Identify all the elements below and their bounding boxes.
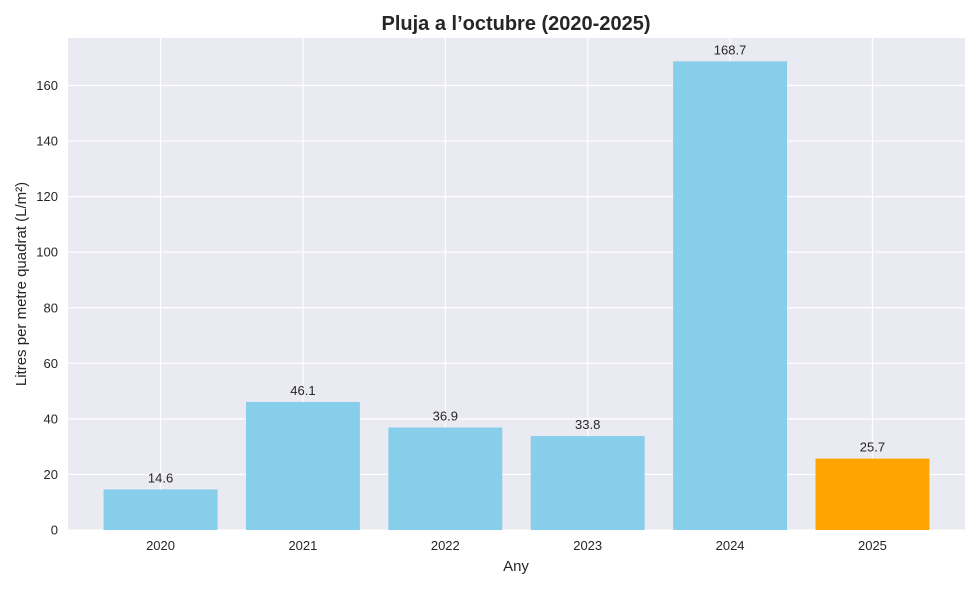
bar-2022: [388, 427, 503, 530]
x-tick-label: 2022: [431, 538, 460, 553]
data-label: 36.9: [433, 408, 458, 423]
y-tick-label: 0: [51, 523, 58, 538]
x-tick-label: 2023: [573, 538, 602, 553]
y-tick-label: 120: [36, 189, 58, 204]
y-tick-label: 20: [44, 467, 58, 482]
bar-2020: [103, 489, 218, 530]
x-tick-label: 2025: [858, 538, 887, 553]
y-tick-label: 40: [44, 411, 58, 426]
data-label: 46.1: [290, 383, 315, 398]
data-label: 168.7: [714, 42, 747, 57]
plot-area: [68, 38, 965, 530]
data-label: 33.8: [575, 417, 600, 432]
y-tick-label: 140: [36, 134, 58, 149]
x-tick-label: 2020: [146, 538, 175, 553]
data-label: 14.6: [148, 470, 173, 485]
bar-2021: [245, 401, 360, 530]
bar-2023: [530, 436, 645, 530]
y-tick-label: 80: [44, 300, 58, 315]
data-label: 25.7: [860, 440, 885, 455]
x-axis-label: Any: [503, 558, 529, 575]
chart-title: Pluja a l’octubre (2020-2025): [381, 13, 650, 35]
y-axis-label: Litres per metre quadrat (L/m²): [13, 182, 30, 386]
bar-2024: [673, 61, 788, 530]
bar-2025: [815, 458, 930, 530]
y-tick-label: 160: [36, 78, 58, 93]
y-tick-label: 100: [36, 245, 58, 260]
x-tick-label: 2024: [716, 538, 745, 553]
x-tick-label: 2021: [288, 538, 317, 553]
y-tick-label: 60: [44, 356, 58, 371]
